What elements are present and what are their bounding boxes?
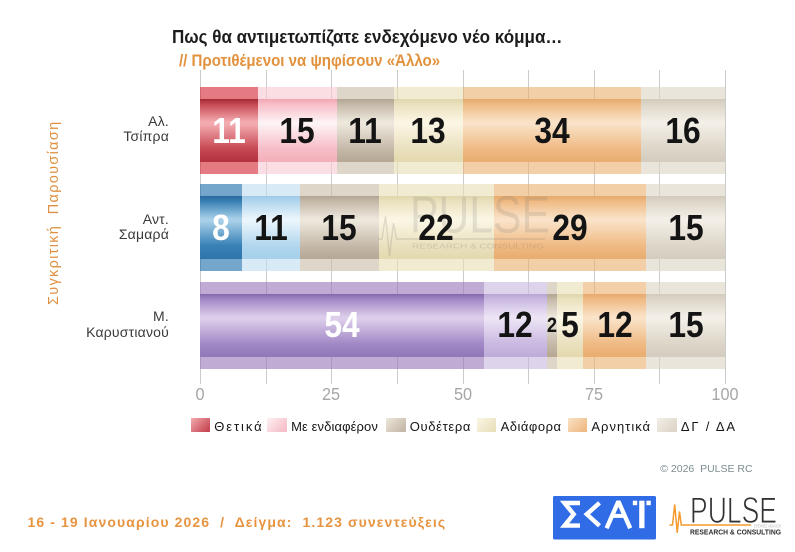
svg-text:PULSE: PULSE [410,190,550,244]
svg-text:RESEARCH & CONSULTING: RESEARCH & CONSULTING [690,528,781,537]
svg-text:RESEARCH & CONSULTING: RESEARCH & CONSULTING [412,242,544,251]
svg-text:PULSE: PULSE [690,494,777,531]
svg-text:ΕΡΕΥΝΕΣ ΑΝΑΛΥΣΗ: ΕΡΕΥΝΕΣ ΑΝΑΛΥΣΗ [754,523,781,528]
